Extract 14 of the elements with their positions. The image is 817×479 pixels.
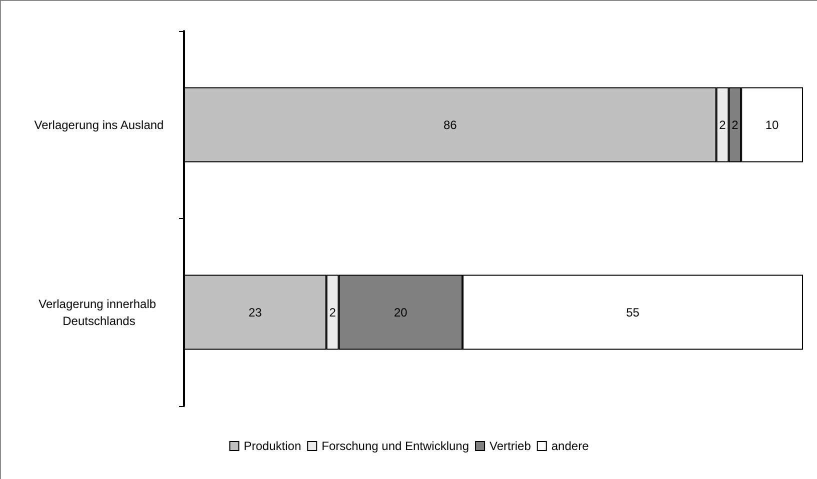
data-label: 2 [732,118,739,132]
legend-label: Forschung und Entwicklung [322,439,470,453]
data-label: 23 [248,305,262,320]
y-tick-label: Verlagerung ins Ausland [34,118,164,132]
legend-label: Vertrieb [490,439,532,453]
data-label: 20 [394,305,408,320]
data-label: 2 [719,118,726,132]
data-label: 2 [329,305,336,320]
y-tick-label: Verlagerung innerhalb Deutschlands [38,296,160,328]
legend-label: Produktion [244,439,302,453]
data-label: 10 [765,118,780,132]
data-label: 55 [626,305,640,320]
legend-label: andere [551,439,590,453]
data-label: 86 [443,118,458,132]
